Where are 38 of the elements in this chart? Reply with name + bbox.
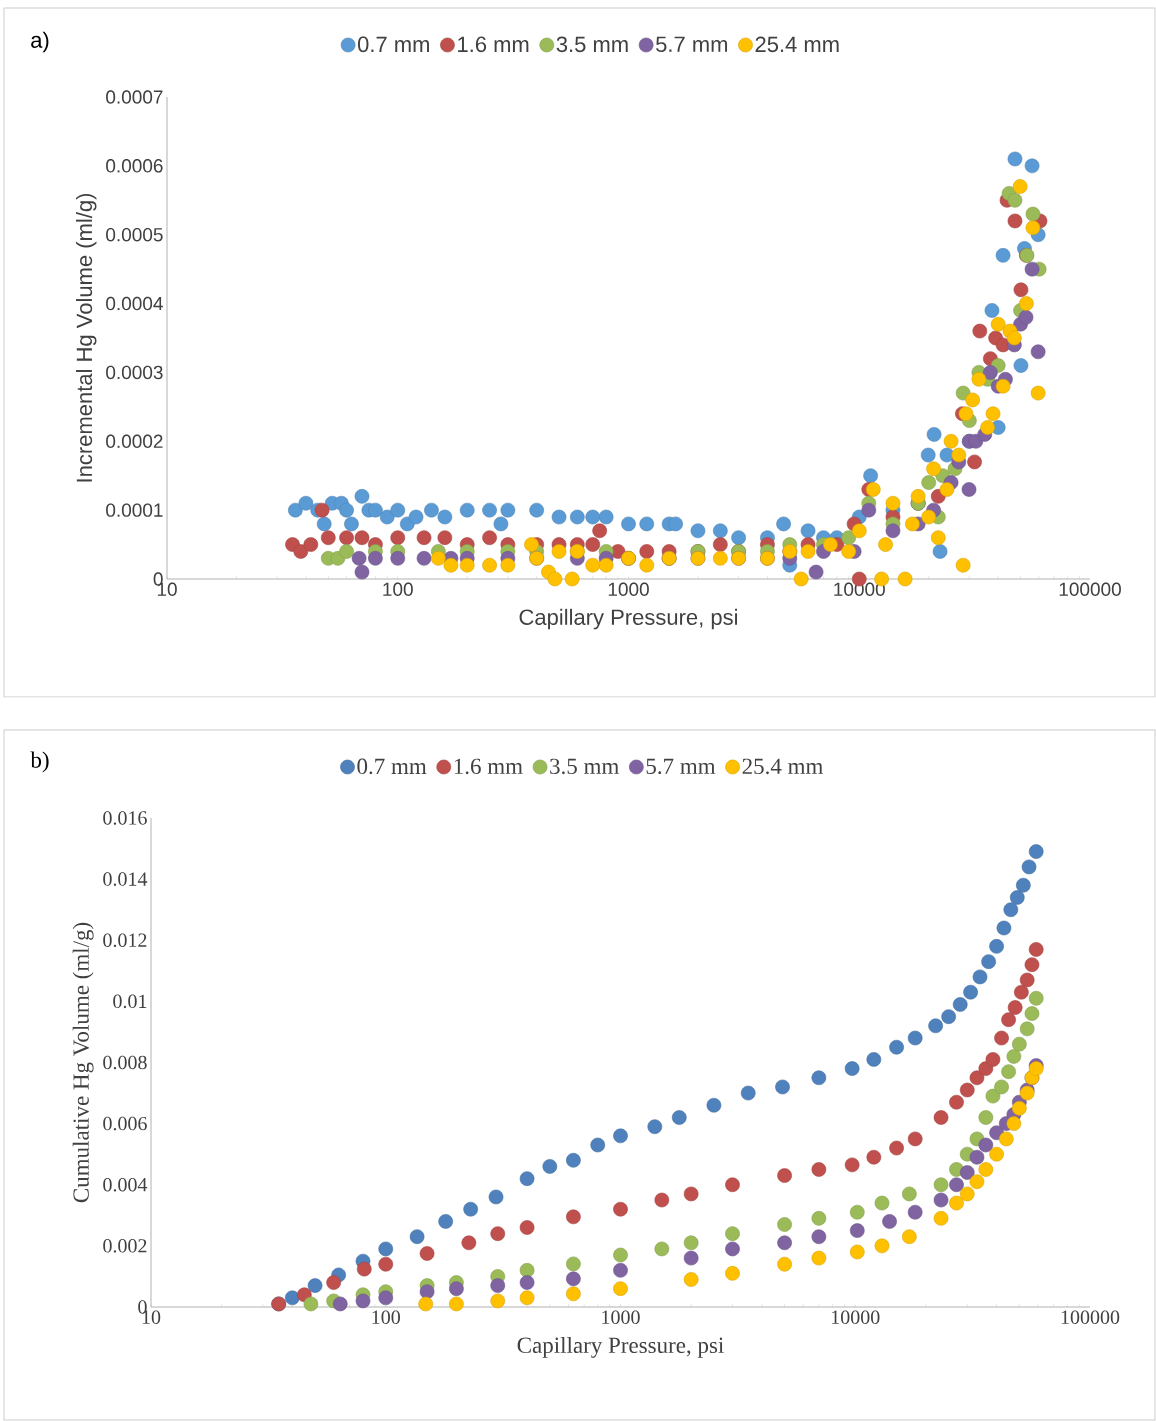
text: a) [31, 31, 49, 53]
x-axis-title: Capillary Pressure, psi [519, 608, 738, 630]
legend-label: 1.6 mm [454, 758, 523, 775]
legend-label: 3.5 mm [550, 758, 619, 775]
x-axis-title: Capillary Pressure, psi [517, 1336, 724, 1358]
y-tick-label: 0.014 [103, 872, 148, 886]
legend-label: 3.5 mm [556, 36, 628, 53]
y-tick-label: 0.0007 [106, 90, 163, 104]
legend-label: 25.4 mm [755, 36, 839, 53]
x-tick-label: 100000 [1061, 1310, 1120, 1325]
legend-label: 5.7 mm [656, 36, 728, 53]
y-tick-label: 0.0003 [106, 365, 163, 380]
x-tick-label: 100 [372, 1310, 400, 1325]
legend-label: 5.7 mm [646, 758, 716, 775]
y-tick-label: 0.006 [103, 1116, 147, 1131]
y-tick-label: 0.0006 [106, 159, 163, 173]
y-tick-label: 0.01 [113, 994, 147, 1009]
y-tick-label: 0.0001 [106, 503, 163, 517]
legend-label: 1.6 mm [458, 36, 529, 53]
x-tick-label: 1000 [602, 1310, 640, 1325]
legend-label: 0.7 mm [357, 758, 427, 775]
x-tick-label: 100000 [1059, 582, 1121, 596]
text: b) [30, 751, 49, 773]
legend-label: 25.4 mm [742, 758, 824, 775]
y-tick-label: 0.008 [103, 1055, 147, 1070]
y-tick-label: 0.016 [103, 811, 147, 825]
legend-label: 0.7 mm [357, 36, 429, 53]
x-tick-label: 100 [383, 582, 413, 596]
y-tick-label: 0.0004 [106, 296, 163, 311]
y-axis-title: Incremental Hg Volume (ml/g) [75, 193, 97, 482]
x-tick-label: 10000 [832, 1310, 880, 1325]
x-tick-label: 1000 [608, 582, 649, 596]
y-tick-label: 0.004 [103, 1177, 148, 1192]
y-tick-label: 0.0002 [106, 434, 163, 449]
y-tick-label: 0.012 [103, 933, 147, 948]
y-axis-title: Cumulative Hg Volume (ml/g) [72, 922, 94, 1203]
y-tick-label: 0.002 [103, 1239, 147, 1253]
y-tick-label: 0.0005 [106, 227, 163, 242]
